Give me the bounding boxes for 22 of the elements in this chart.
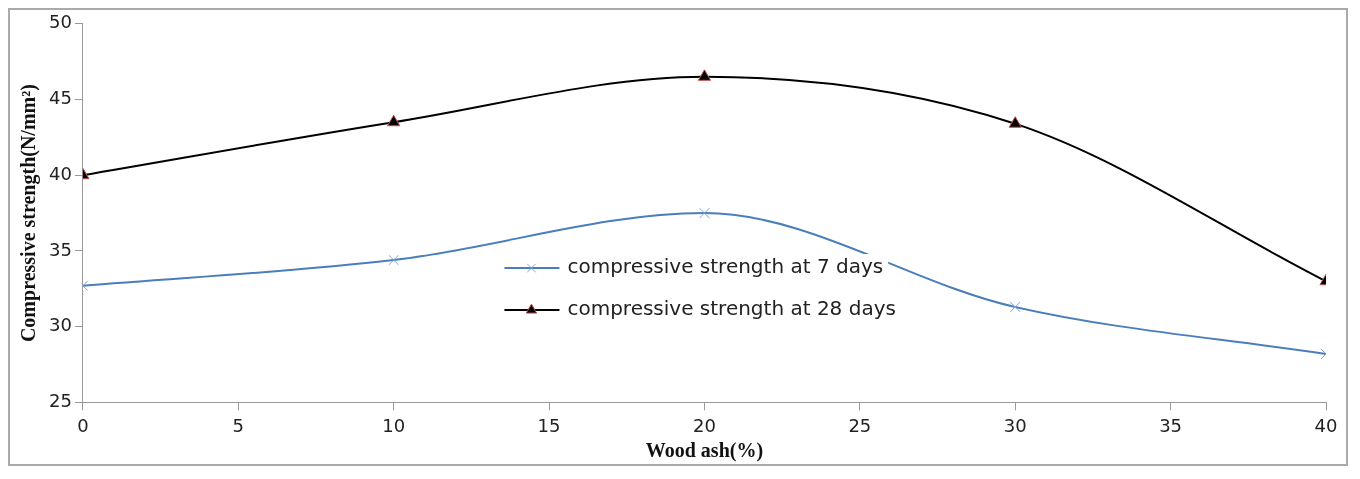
x-tick-label: 0 [77,414,89,436]
point [387,114,401,127]
y-tick-label: 30 [49,314,72,336]
x-tick-label: 35 [1159,414,1183,436]
y-tick-label: 50 [49,11,72,33]
y-tick-label: 25 [49,390,72,412]
legend-label: compressive strength at 7 days [567,254,884,279]
x-tick-label: 10 [382,414,406,436]
point [1008,116,1022,128]
y-tick-label: 35 [49,238,72,260]
x-axis-title: Wood ash(%) [645,439,764,463]
x-tick-label: 30 [1003,414,1027,436]
point [697,69,712,81]
x-tick-label: 40 [1314,414,1338,436]
x-tick-label: 25 [848,414,872,436]
legend-label: compressive strength at 28 days [567,296,896,321]
x-tick-label: 5 [232,414,245,436]
y-tick-label: 40 [49,162,72,184]
y-tick-label: 45 [49,87,72,109]
x-tick-label: 20 [693,414,716,436]
y-axis-title: Compressive strength(N/mm²) [17,84,41,343]
x-tick-label: 15 [537,414,561,436]
